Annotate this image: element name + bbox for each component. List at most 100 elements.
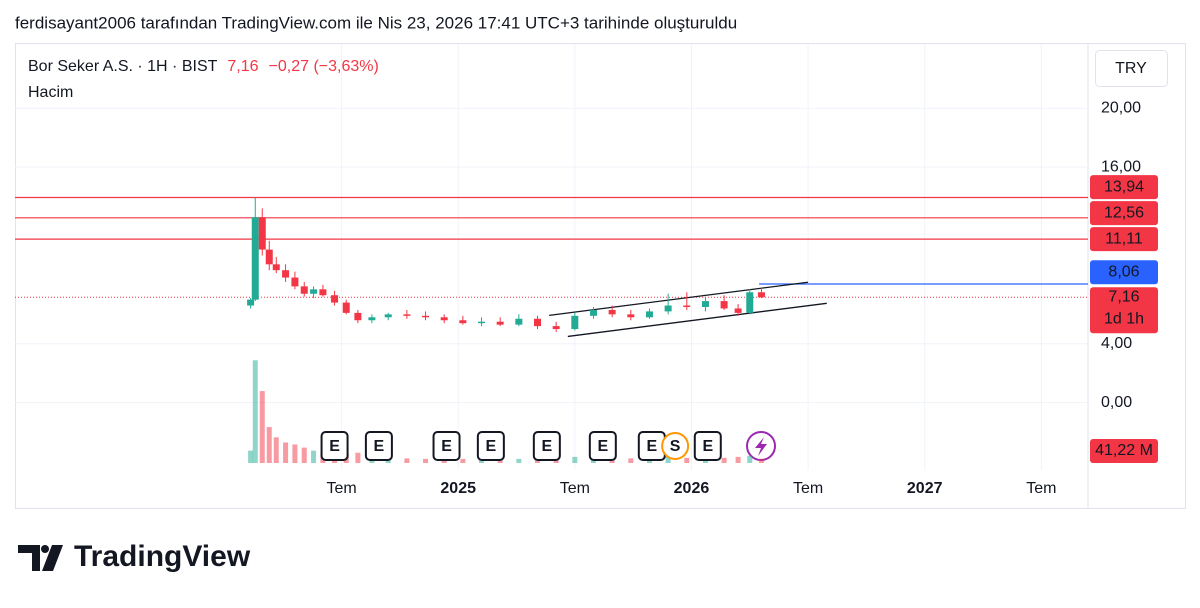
volume-bar [283,442,289,463]
event-marker: E [364,431,393,461]
event-marker: E [588,431,617,461]
candle-body [478,321,486,324]
volume-title: Hacim [28,84,73,101]
lightning-icon [746,431,776,461]
candle-body [368,317,376,321]
event-label: E [702,438,713,455]
volume-bar [665,456,671,463]
x-tick-label: 2027 [907,480,943,497]
event-badge [320,431,349,461]
event-label: E [597,438,608,455]
header: ferdisayant2006 tarafından TradingView.c… [15,13,737,32]
price-box [1090,260,1158,285]
event-marker: S [661,432,690,460]
event-badge [661,432,690,460]
volume-label: 41,22 M [1095,442,1153,459]
event-marker: E [693,431,722,461]
trend-line [549,281,809,317]
event-marker: E [432,431,461,461]
candle-body [757,292,765,298]
logo [18,545,63,571]
y-tick-label: 0,00 [1101,394,1132,411]
candle-body [496,321,504,325]
event-badge [693,431,722,461]
x-tick-label: Tem [793,480,823,497]
volume-bar [747,455,753,463]
candle-body [552,326,560,330]
price-box [1090,287,1158,334]
event-marker: E [532,431,561,461]
volume-bar [684,457,690,463]
price-label: 7,16 [1108,288,1139,305]
event-label: E [441,438,452,455]
candle-body [664,305,672,312]
x-tick-label: Tem [326,480,356,497]
event-label: S [670,438,681,455]
candle-body [734,308,742,313]
volume-bar [572,456,578,463]
event-label: E [329,438,340,455]
candle-body [258,217,266,250]
candle-body [354,312,362,321]
volume-bar [292,444,298,463]
candle-body [459,320,467,324]
candle-body [589,309,597,316]
volume-bar [404,458,410,463]
currency: TRY [1115,60,1147,77]
candle-body [384,314,392,318]
candle-body [403,314,411,316]
volume-bar [460,458,466,463]
candle-body [265,249,273,265]
event-marker: E [637,431,666,461]
volume-bar [516,458,522,463]
volume-bar [735,456,741,463]
volume-bar [628,458,634,463]
price-box [1090,227,1158,252]
event-label: E [541,438,552,455]
price-box [1090,175,1158,200]
candle-body [720,301,728,309]
price-label: 13,94 [1104,178,1144,195]
candle-body [701,301,709,307]
event-label: E [646,438,657,455]
x-tick-label: Tem [560,480,590,497]
x-tick-label: 2026 [674,480,710,497]
volume-bar [273,437,279,463]
event-marker: E [320,431,349,461]
candle-body [342,302,350,313]
event-badge [432,431,461,461]
candle-body [683,305,691,307]
candle-body [440,317,448,321]
candle-body [571,315,579,330]
legend: Bor Seker A.S. · 1H · BIST 7,16 −0,27 (−3,… [28,58,379,75]
volume-bar [311,450,317,463]
event-badge [476,431,505,461]
candle-body [251,217,259,300]
volume-bar [248,450,254,463]
y-tick-label: 20,00 [1101,100,1141,117]
symbol: Bor Seker A.S. · 1H · BIST [28,58,218,75]
brand: TradingView [74,540,251,573]
candle-body [310,289,318,294]
event-label: E [486,438,497,455]
volume-bar [259,391,265,463]
candle-body [534,318,542,327]
candle-body [291,277,299,287]
price-label: 11,11 [1105,230,1143,247]
change: −0,27 (−3,63%) [269,58,379,75]
candle-body [282,270,290,278]
frame [15,43,1186,509]
candle-body [247,299,255,306]
volume-bar [423,458,429,463]
event-badge [588,431,617,461]
price-label: 12,56 [1104,204,1144,221]
trend-line [567,302,827,338]
y-tick-label: 16,00 [1101,158,1141,175]
volume-bar [266,427,272,463]
volume-bar [479,459,485,463]
candle-body [515,318,523,325]
candle-body [608,309,616,315]
